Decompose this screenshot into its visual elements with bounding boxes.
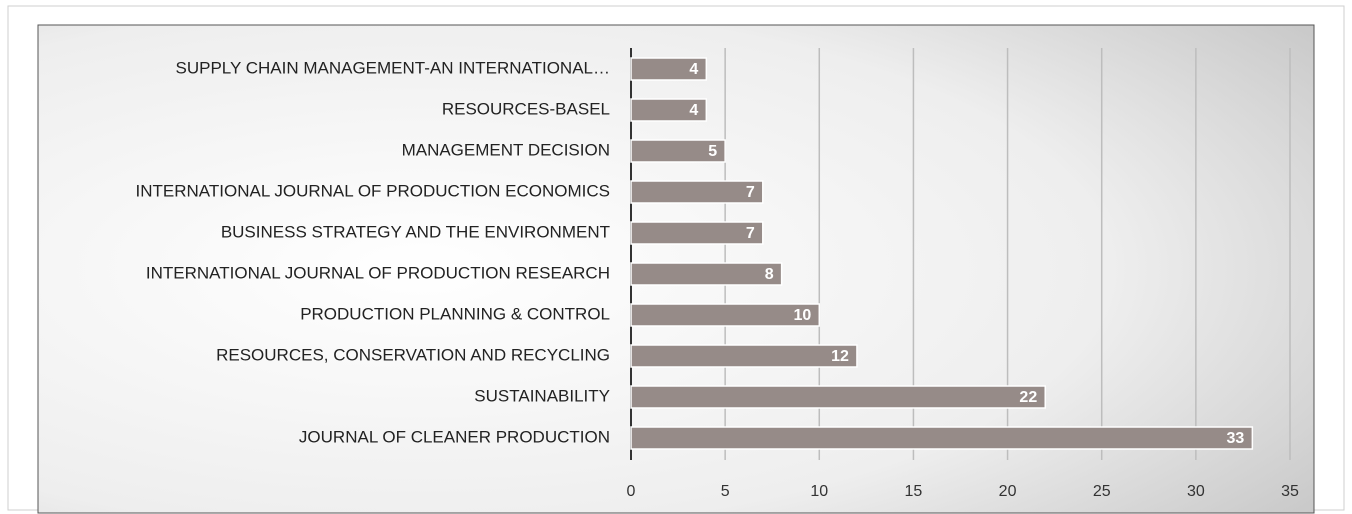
bar: [630, 180, 764, 204]
x-tick-label: 20: [999, 483, 1017, 500]
x-tick-label: 25: [1093, 483, 1111, 500]
value-label: 10: [793, 307, 811, 324]
bar: [630, 57, 708, 81]
bar: [630, 262, 783, 286]
bar: [630, 221, 764, 245]
value-label: 22: [1019, 389, 1037, 406]
value-label: 8: [765, 266, 774, 283]
bar: [630, 139, 726, 163]
x-tick-label: 10: [810, 483, 828, 500]
x-tick-label: 35: [1281, 483, 1299, 500]
x-tick-label: 30: [1187, 483, 1205, 500]
bar: [630, 385, 1046, 409]
y-tick-label: JOURNAL OF CLEANER PRODUCTION: [299, 427, 610, 446]
y-tick-label: SUPPLY CHAIN MANAGEMENT-AN INTERNATIONAL…: [175, 58, 610, 77]
value-label: 7: [746, 225, 755, 242]
bar: [630, 98, 708, 122]
value-label: 33: [1227, 430, 1245, 447]
y-tick-label: INTERNATIONAL JOURNAL OF PRODUCTION ECON…: [136, 181, 610, 200]
bar: [630, 344, 858, 368]
y-tick-label: INTERNATIONAL JOURNAL OF PRODUCTION RESE…: [146, 263, 610, 282]
value-label: 12: [831, 348, 849, 365]
x-tick-label: 15: [905, 483, 923, 500]
x-tick-label: 5: [721, 483, 730, 500]
y-tick-label: BUSINESS STRATEGY AND THE ENVIRONMENT: [221, 222, 610, 241]
bar: [630, 303, 821, 327]
value-label: 4: [689, 102, 698, 119]
y-tick-label: PRODUCTION PLANNING & CONTROL: [300, 304, 610, 323]
y-tick-label: RESOURCES-BASEL: [442, 99, 610, 118]
value-label: 5: [708, 143, 717, 160]
value-label: 4: [689, 61, 698, 78]
y-tick-label: SUSTAINABILITY: [474, 386, 610, 405]
x-tick-label: 0: [627, 483, 636, 500]
bar: [630, 426, 1254, 450]
value-label: 7: [746, 184, 755, 201]
y-tick-label: RESOURCES, CONSERVATION AND RECYCLING: [216, 345, 610, 364]
y-tick-label: MANAGEMENT DECISION: [402, 140, 610, 159]
